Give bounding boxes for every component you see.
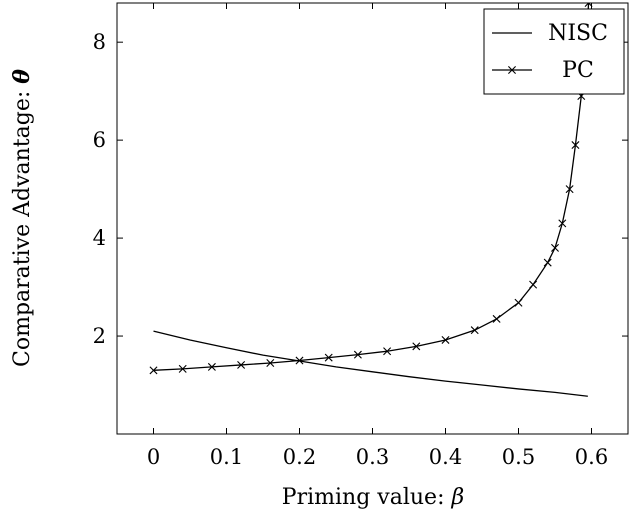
x-tick-label: 0 [147,445,160,469]
y-axis-title: Comparative Advantage: θ [9,69,35,367]
y-axis-title-symbol: θ [9,69,35,84]
legend-box [483,8,625,95]
data-point-pc [324,353,333,362]
x-tick-label: 0.5 [502,445,535,469]
data-point-pc [492,314,501,323]
x-axis-title-text: Priming value: [282,485,452,510]
legend-label: PC [562,58,594,83]
data-point-pc [571,141,580,150]
x-tick-label: 0.3 [356,445,389,469]
legend-entry-nisc: NISC [492,21,608,46]
y-tick-label: 6 [93,128,106,152]
x-tick-label: 0.4 [429,445,462,469]
data-point-pc [178,364,187,373]
data-point-pc [266,358,275,367]
legend: NISC PC [483,8,625,95]
data-point-pc [514,298,523,307]
series-line-nisc [153,330,588,397]
data-point-pc [295,356,304,365]
data-point-pc [207,362,216,371]
legend-label: NISC [548,21,608,46]
data-point-pc [237,360,246,369]
data-point-pc [565,185,574,194]
data-point-pc [543,258,552,267]
y-tick-label: 8 [93,30,106,54]
data-point-pc [584,3,593,7]
data-point-pc [470,326,479,335]
y-axis-title-text: Comparative Advantage: [10,84,35,367]
data-point-pc [353,350,362,359]
y-tick-label: 2 [93,324,106,348]
x-tick-label: 0.6 [575,445,608,469]
data-point-pc [558,219,567,228]
data-point-pc [412,342,421,351]
x-axis-title-symbol: β [450,485,464,510]
x-tick-label: 0.2 [283,445,316,469]
data-point-pc [441,335,450,344]
data-point-pc [529,280,538,289]
data-point-pc [149,366,158,375]
data-point-pc [551,243,559,252]
legend-entry-pc: PC [492,58,594,83]
y-tick-label: 4 [93,226,106,250]
x-axis-title: Priming value: β [282,485,464,510]
x-tick-label: 0.1 [210,445,243,469]
data-point-pc [383,347,392,356]
